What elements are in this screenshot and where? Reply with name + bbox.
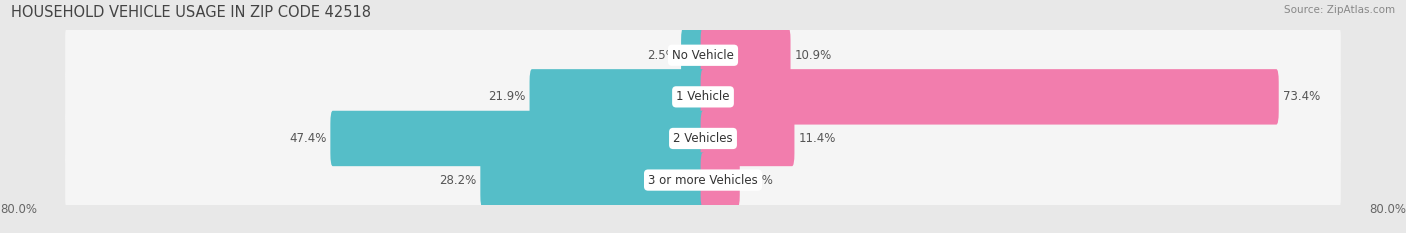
Text: No Vehicle: No Vehicle: [672, 49, 734, 62]
Text: 2 Vehicles: 2 Vehicles: [673, 132, 733, 145]
Text: HOUSEHOLD VEHICLE USAGE IN ZIP CODE 42518: HOUSEHOLD VEHICLE USAGE IN ZIP CODE 4251…: [11, 5, 371, 20]
FancyBboxPatch shape: [65, 29, 1341, 81]
FancyBboxPatch shape: [700, 27, 790, 83]
Text: 47.4%: 47.4%: [290, 132, 326, 145]
Text: 3 or more Vehicles: 3 or more Vehicles: [648, 174, 758, 187]
Text: 73.4%: 73.4%: [1282, 90, 1320, 103]
Text: 28.2%: 28.2%: [439, 174, 477, 187]
FancyBboxPatch shape: [65, 154, 1341, 206]
FancyBboxPatch shape: [65, 71, 1341, 123]
Text: 80.0%: 80.0%: [1369, 203, 1406, 216]
FancyBboxPatch shape: [481, 152, 706, 208]
FancyBboxPatch shape: [530, 69, 706, 125]
Text: 1 Vehicle: 1 Vehicle: [676, 90, 730, 103]
Text: 21.9%: 21.9%: [488, 90, 526, 103]
FancyBboxPatch shape: [700, 111, 794, 166]
Text: 2.5%: 2.5%: [648, 49, 678, 62]
FancyBboxPatch shape: [330, 111, 706, 166]
FancyBboxPatch shape: [681, 27, 706, 83]
FancyBboxPatch shape: [700, 152, 740, 208]
Text: 10.9%: 10.9%: [794, 49, 831, 62]
FancyBboxPatch shape: [700, 69, 1278, 125]
Text: Source: ZipAtlas.com: Source: ZipAtlas.com: [1284, 5, 1395, 15]
Text: 11.4%: 11.4%: [799, 132, 835, 145]
Text: 4.4%: 4.4%: [744, 174, 773, 187]
Text: 80.0%: 80.0%: [0, 203, 37, 216]
FancyBboxPatch shape: [65, 113, 1341, 164]
